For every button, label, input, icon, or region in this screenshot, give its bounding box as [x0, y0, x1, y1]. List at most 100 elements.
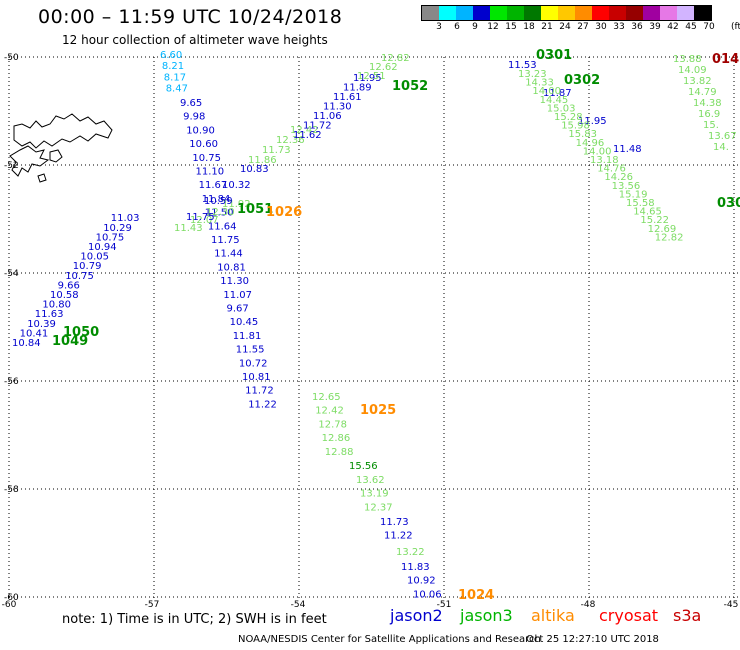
- color-swatch: [643, 6, 660, 20]
- wave-height-value: 11.53: [508, 60, 537, 71]
- wave-height-value: 11.86: [248, 155, 277, 166]
- color-scale-tick-label: 21: [541, 22, 553, 32]
- wave-height-value: 11.72: [245, 386, 274, 397]
- color-swatch: [541, 6, 558, 20]
- color-swatch: [473, 6, 490, 20]
- wave-height-value: 14.00: [583, 146, 612, 157]
- wave-height-value: 14.33: [525, 78, 554, 89]
- wave-height-value: 12.69: [648, 224, 677, 235]
- color-swatch: [626, 6, 643, 20]
- footer-note: note: 1) Time is in UTC; 2) SWH is in fe…: [62, 612, 327, 627]
- wave-height-value: 9.98: [183, 112, 205, 123]
- altimeter-tracks: 6.608.218.178.479.659.9810.9010.6010.751…: [12, 50, 737, 600]
- longitude-tick-label: -60: [2, 600, 17, 610]
- color-swatch: [422, 6, 439, 20]
- color-swatch: [456, 6, 473, 20]
- wave-height-value: 10.75: [65, 271, 94, 282]
- wave-height-value: 12.62: [369, 62, 398, 73]
- color-swatch: [558, 6, 575, 20]
- wave-height-value: 15.28: [554, 112, 583, 123]
- wave-height-value: 12.86: [322, 433, 351, 444]
- lat-lon-grid: -60 -57 -54 -51 -48 -45 -50 -52 -54 -56 -58 -60: [2, 53, 739, 610]
- wave-height-value: 10.75: [192, 153, 221, 164]
- wave-height-value: 12.51: [357, 71, 386, 82]
- wave-height-value: 8.17: [164, 72, 186, 83]
- track-id-label: 1025: [360, 403, 396, 418]
- wave-height-value: 11.43: [174, 223, 203, 234]
- wave-height-value: 8.47: [166, 84, 188, 95]
- wave-height-value: 14.65: [633, 207, 662, 218]
- wave-height-value: 10.39: [27, 319, 56, 330]
- color-swatch: [439, 6, 456, 20]
- wave-height-value: 10.81: [242, 372, 271, 383]
- page-title: 00:00 – 11:59 UTC 10/24/2018: [38, 6, 343, 28]
- latitude-tick-label: -56: [4, 377, 19, 387]
- color-scale-tick-label: 9: [472, 22, 478, 32]
- wave-height-value: 12.65: [312, 392, 341, 403]
- wave-height-value: 11.07: [223, 290, 252, 301]
- wave-height-value: 10.05: [80, 252, 109, 263]
- wave-height-value: 11.73: [380, 517, 409, 528]
- track-id-label: 1024: [458, 588, 494, 603]
- color-scale-bar: [421, 5, 712, 21]
- wave-height-value: 11.62: [293, 130, 322, 141]
- wave-height-value: 14.96: [576, 138, 605, 149]
- wave-height-value: 9.67: [227, 304, 249, 315]
- latitude-tick-label: -50: [4, 53, 19, 63]
- color-scale-tick-label: 24: [559, 22, 571, 32]
- wave-height-value: 11.75: [186, 212, 215, 223]
- wave-height-value: 15.83: [568, 129, 597, 140]
- wave-height-value: 12.82: [655, 232, 684, 243]
- wave-height-value: 11.89: [343, 83, 372, 94]
- color-swatch: [507, 6, 524, 20]
- wave-height-value: 12.82: [381, 53, 410, 64]
- color-scale-tick-label: 3: [436, 22, 442, 32]
- track-id-label: 0302: [564, 73, 600, 88]
- wave-height-value: 10.90: [186, 125, 215, 136]
- wave-height-value: 13.88: [673, 54, 702, 65]
- wave-height-value: 10.84: [12, 338, 41, 349]
- color-scale-tick-label: 42: [667, 22, 679, 32]
- wave-height-value: 13.22: [396, 547, 425, 558]
- color-swatch: [660, 6, 677, 20]
- wave-height-value: 11.87: [543, 88, 572, 99]
- color-scale-tick-label: 39: [649, 22, 661, 32]
- track-id-label: 1049: [52, 334, 88, 349]
- color-scale-tick-label: 15: [505, 22, 517, 32]
- wave-height-value: 10.29: [103, 223, 132, 234]
- wave-height-value: 10.59: [204, 196, 233, 207]
- color-scale-tick-label: 33: [613, 22, 625, 32]
- color-scale-tick-label: 18: [523, 22, 535, 32]
- wave-height-value: 11.55: [236, 345, 265, 356]
- wave-height-value: 15.58: [626, 198, 655, 209]
- satellite-legend-altika: altika: [531, 606, 575, 625]
- wave-height-value: 13.56: [612, 181, 641, 192]
- wave-height-value: 11.03: [111, 213, 140, 224]
- satellite-legend-jason2: jason2: [390, 606, 443, 625]
- track-id-label: 014: [712, 52, 739, 67]
- wave-height-value: 10.41: [20, 328, 49, 339]
- wave-height-value: 11.72: [303, 121, 332, 132]
- satellite-legend-s3a: s3a: [673, 606, 702, 625]
- wave-height-value: 10.80: [42, 300, 71, 311]
- wave-height-value: 14.: [713, 142, 729, 153]
- generation-timestamp: Oct 25 12:27:10 UTC 2018: [526, 634, 659, 645]
- wave-height-value: 11.30: [323, 102, 352, 113]
- wave-height-value: 11.81: [233, 331, 262, 342]
- latitude-tick-label: -54: [4, 269, 19, 279]
- wave-height-value: 6.60: [160, 50, 182, 61]
- wave-height-value: 11.84: [202, 194, 231, 205]
- wave-height-value: 13.82: [683, 76, 712, 87]
- color-scale-tick-label: 45: [685, 22, 697, 32]
- wave-height-value: 13.67: [708, 131, 737, 142]
- color-swatch: [677, 6, 694, 20]
- wave-height-value: 13.23: [518, 69, 547, 80]
- wave-height-value: 10.45: [230, 317, 259, 328]
- wave-height-value: 15.56: [349, 461, 378, 472]
- longitude-tick-label: -45: [724, 600, 739, 610]
- wave-height-value: 11.95: [353, 73, 382, 84]
- wave-height-value: 13.62: [356, 475, 385, 486]
- wave-height-value: 12.88: [325, 447, 354, 458]
- color-scale-tick-label: 36: [631, 22, 643, 32]
